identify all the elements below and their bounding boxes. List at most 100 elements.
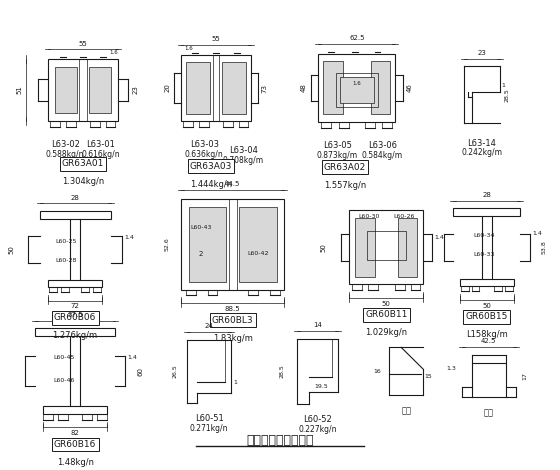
Bar	[367, 231, 405, 259]
Text: 20: 20	[165, 84, 171, 93]
Text: 73: 73	[262, 84, 267, 93]
Text: 1.4: 1.4	[532, 231, 542, 236]
Text: 23: 23	[132, 86, 138, 94]
Text: L60-43: L60-43	[190, 225, 212, 230]
Text: 1.4: 1.4	[127, 355, 137, 360]
Bar	[356, 218, 375, 277]
Text: 50: 50	[321, 243, 327, 252]
Text: L60-46: L60-46	[53, 378, 75, 383]
Bar	[371, 62, 390, 114]
Text: 1.444kg/n: 1.444kg/n	[190, 180, 232, 188]
Text: GR60B15: GR60B15	[466, 313, 508, 321]
Bar	[48, 280, 102, 287]
Bar	[239, 207, 277, 282]
Bar	[340, 77, 374, 103]
Text: 48: 48	[301, 84, 306, 93]
Text: 42.5: 42.5	[481, 338, 497, 345]
Text: GR60B11: GR60B11	[365, 311, 408, 320]
Text: 53.8: 53.8	[542, 240, 547, 254]
Bar	[40, 211, 110, 219]
Text: 28.5: 28.5	[280, 364, 285, 378]
Text: 37.5: 37.5	[67, 312, 83, 318]
Text: 0.584kg/m: 0.584kg/m	[362, 151, 403, 160]
Text: 1.029kg/n: 1.029kg/n	[365, 328, 408, 337]
Bar	[349, 210, 423, 284]
Text: GR60B06: GR60B06	[54, 313, 96, 322]
Text: 压缩: 压缩	[401, 407, 411, 415]
Text: 28.5: 28.5	[505, 88, 510, 102]
Text: 1.4: 1.4	[124, 235, 134, 240]
Text: 19.5: 19.5	[315, 384, 328, 389]
Text: 72: 72	[71, 304, 80, 310]
Text: 0.227kg/n: 0.227kg/n	[298, 424, 337, 433]
Text: 62.5: 62.5	[349, 35, 365, 41]
Text: GR63A03: GR63A03	[190, 162, 232, 171]
Text: L60-25: L60-25	[55, 239, 77, 244]
Bar	[89, 67, 110, 113]
Text: L60-26: L60-26	[394, 214, 415, 219]
Text: L63-01: L63-01	[86, 140, 115, 149]
Text: 60: 60	[137, 367, 143, 376]
Text: 16: 16	[374, 368, 381, 374]
Text: 1.557kg/n: 1.557kg/n	[324, 180, 366, 189]
Text: 1: 1	[234, 380, 237, 385]
Bar	[48, 59, 119, 121]
Text: L63-14: L63-14	[468, 139, 496, 148]
Text: 15: 15	[425, 375, 432, 379]
Text: 0.616kg/n: 0.616kg/n	[81, 149, 120, 158]
Text: 24: 24	[205, 323, 213, 329]
Text: L60-45: L60-45	[53, 355, 75, 360]
Text: 50: 50	[482, 303, 491, 308]
Text: 0.636kg/n: 0.636kg/n	[185, 150, 223, 159]
Text: GR60BL3: GR60BL3	[212, 316, 254, 325]
Text: 55: 55	[78, 40, 87, 47]
Text: 1.3: 1.3	[446, 366, 456, 371]
Bar	[181, 199, 284, 290]
Text: 0.588kg/n: 0.588kg/n	[46, 149, 85, 158]
Bar	[35, 328, 115, 336]
Text: 1.304kg/n: 1.304kg/n	[62, 177, 104, 186]
Text: 55: 55	[212, 36, 220, 42]
Text: 2: 2	[198, 251, 203, 257]
Text: L60-30: L60-30	[358, 214, 379, 219]
Text: 26.5: 26.5	[172, 364, 178, 378]
Text: L60-52: L60-52	[303, 415, 332, 424]
Text: L60-34: L60-34	[473, 233, 494, 238]
Text: 14: 14	[313, 322, 322, 328]
Text: GR63A01: GR63A01	[62, 159, 104, 168]
Bar	[460, 279, 514, 286]
Text: 外平开窗型材断面图: 外平开窗型材断面图	[246, 434, 314, 447]
Text: 1.83kg/m: 1.83kg/m	[213, 334, 253, 343]
Text: 50: 50	[8, 245, 14, 254]
Text: 28: 28	[71, 195, 80, 201]
Text: 46: 46	[407, 84, 413, 93]
Bar	[222, 63, 245, 114]
Text: 1.4: 1.4	[434, 235, 444, 240]
Text: 1.6: 1.6	[109, 50, 118, 55]
Text: L60-51: L60-51	[195, 414, 223, 423]
Bar	[43, 407, 107, 414]
Text: 52.6: 52.6	[164, 237, 169, 251]
Text: L63-06: L63-06	[368, 141, 397, 150]
Text: 0.708kg/m: 0.708kg/m	[223, 156, 264, 165]
Text: L63-02: L63-02	[51, 140, 80, 149]
Text: L60-33: L60-33	[473, 252, 494, 258]
Text: 44.5: 44.5	[225, 181, 240, 187]
Text: 82: 82	[71, 431, 80, 436]
Text: 1.6: 1.6	[352, 81, 361, 86]
Text: 0.873kg/m: 0.873kg/m	[316, 151, 358, 160]
Bar	[454, 208, 520, 216]
Text: 23: 23	[478, 50, 487, 55]
Bar	[186, 63, 210, 114]
Text: 底座: 底座	[484, 408, 494, 417]
Text: 50: 50	[382, 301, 391, 306]
Bar	[323, 62, 343, 114]
Text: GR60B16: GR60B16	[54, 440, 96, 449]
Text: 1.6: 1.6	[184, 46, 193, 51]
Text: 1.276kg/m: 1.276kg/m	[53, 331, 97, 340]
Text: GR63A02: GR63A02	[324, 163, 366, 172]
Text: 0.242kg/m: 0.242kg/m	[461, 148, 502, 157]
Text: 0.271kg/n: 0.271kg/n	[190, 423, 228, 432]
Text: 51: 51	[17, 86, 23, 94]
Text: L63-04: L63-04	[229, 146, 258, 155]
